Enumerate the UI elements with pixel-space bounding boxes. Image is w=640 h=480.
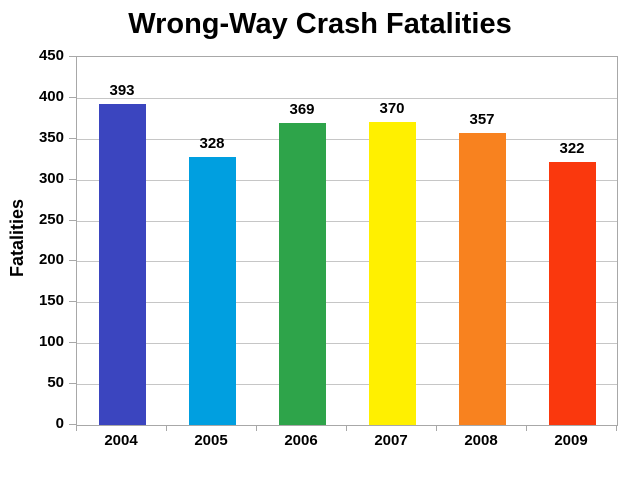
y-tick-label: 0 bbox=[55, 415, 64, 432]
gridline bbox=[77, 98, 617, 99]
x-tick bbox=[616, 425, 617, 431]
x-tick bbox=[526, 425, 527, 431]
y-axis-title: Fatalities bbox=[7, 198, 27, 278]
x-tick-label: 2006 bbox=[284, 432, 318, 449]
y-tick bbox=[69, 383, 76, 384]
y-tick bbox=[69, 342, 76, 343]
bar-value-label: 393 bbox=[109, 82, 135, 99]
y-tick bbox=[69, 138, 76, 139]
gridline bbox=[77, 302, 617, 303]
bar-value-label: 322 bbox=[559, 140, 585, 157]
x-tick-label: 2008 bbox=[464, 432, 498, 449]
bar-value-label: 369 bbox=[289, 101, 315, 118]
bar-value-label: 357 bbox=[469, 111, 495, 128]
gridline bbox=[77, 384, 617, 385]
plot-area: 393 328 369 370 357 322 bbox=[76, 56, 618, 426]
gridline bbox=[77, 221, 617, 222]
gridline bbox=[77, 180, 617, 181]
y-tick-label: 50 bbox=[47, 374, 64, 391]
bar-2009 bbox=[549, 162, 596, 425]
gridline bbox=[77, 343, 617, 344]
bar-value-label: 328 bbox=[199, 135, 225, 152]
y-tick-label: 400 bbox=[38, 88, 64, 105]
x-tick bbox=[436, 425, 437, 431]
y-tick bbox=[69, 220, 76, 221]
x-tick bbox=[256, 425, 257, 431]
y-tick bbox=[69, 260, 76, 261]
x-tick bbox=[166, 425, 167, 431]
gridline bbox=[77, 261, 617, 262]
y-tick bbox=[69, 424, 76, 425]
x-tick bbox=[346, 425, 347, 431]
y-tick-label: 300 bbox=[38, 170, 64, 187]
y-tick bbox=[69, 179, 76, 180]
bar-2008 bbox=[459, 133, 506, 425]
bar-2004 bbox=[99, 104, 146, 425]
x-tick-label: 2005 bbox=[194, 432, 228, 449]
y-tick-label: 350 bbox=[38, 129, 64, 146]
x-tick-label: 2004 bbox=[104, 432, 138, 449]
y-tick-label: 250 bbox=[38, 211, 64, 228]
y-tick bbox=[69, 97, 76, 98]
bar-2006 bbox=[279, 123, 326, 425]
y-tick bbox=[69, 56, 76, 57]
bar-2005 bbox=[189, 157, 236, 425]
y-tick-label: 450 bbox=[38, 47, 64, 64]
gridline bbox=[77, 139, 617, 140]
y-tick bbox=[69, 301, 76, 302]
x-tick bbox=[76, 425, 77, 431]
x-tick-label: 2007 bbox=[374, 432, 408, 449]
chart-title: Wrong-Way Crash Fatalities bbox=[128, 8, 512, 40]
x-tick-label: 2009 bbox=[554, 432, 588, 449]
y-tick-label: 150 bbox=[38, 292, 64, 309]
y-tick-label: 200 bbox=[38, 251, 64, 268]
y-tick-label: 100 bbox=[38, 333, 64, 350]
bar-value-label: 370 bbox=[379, 100, 405, 117]
bar-2007 bbox=[369, 122, 416, 425]
